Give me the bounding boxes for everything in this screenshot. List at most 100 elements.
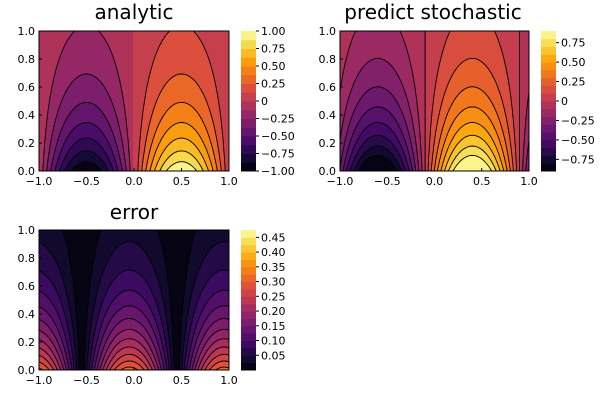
contour-cell	[167, 127, 170, 130]
contour-cell	[39, 149, 42, 152]
contour-cell	[119, 163, 122, 166]
contour-cell	[149, 43, 152, 46]
contour-cell	[57, 139, 60, 142]
contour-cell	[101, 63, 104, 66]
contour-cell	[173, 129, 176, 132]
contour-cell	[97, 55, 100, 58]
contour-cell	[53, 55, 56, 58]
contour-cell	[129, 69, 132, 72]
contour-cell	[145, 77, 148, 80]
contour-cell	[167, 93, 170, 96]
contour-cell	[173, 91, 176, 94]
contour-cell	[163, 97, 166, 100]
contour-cell	[73, 153, 76, 156]
contour-cell	[159, 37, 162, 40]
contour-cell	[181, 69, 184, 72]
contour-cell	[49, 83, 52, 86]
contour-cell	[165, 39, 168, 42]
contour-cell	[49, 107, 52, 110]
contour-cell	[167, 139, 170, 142]
contour-cell	[131, 133, 134, 136]
contour-cell	[173, 131, 176, 134]
contour-cell	[133, 85, 136, 88]
contour-cell	[147, 59, 150, 62]
contour-cell	[179, 95, 182, 98]
contour-cell	[55, 167, 58, 170]
contour-cell	[131, 95, 134, 98]
contour-cell	[89, 163, 92, 166]
contour-cell	[115, 167, 118, 170]
contour-cell	[51, 53, 54, 56]
contour-cell	[173, 39, 176, 42]
contour-cell	[163, 131, 166, 134]
contour-cell	[99, 87, 102, 90]
contour-cell	[49, 49, 52, 52]
contour-cell	[145, 57, 148, 60]
contour-cell	[85, 135, 88, 138]
contour-cell	[67, 51, 70, 54]
contour-cell	[67, 147, 70, 150]
contour-cell	[175, 35, 178, 38]
contour-cell	[127, 79, 130, 82]
contour-cell	[75, 69, 78, 72]
contour-cell	[119, 91, 122, 94]
contour-cell	[159, 79, 162, 82]
contour-cell	[49, 101, 52, 104]
contour-cell	[43, 55, 46, 58]
contour-cell	[95, 69, 98, 72]
contour-cell	[141, 143, 144, 146]
contour-cell	[133, 123, 136, 126]
contour-cell	[143, 135, 146, 138]
contour-cell	[107, 95, 110, 98]
contour-cell	[75, 55, 78, 58]
contour-cell	[123, 57, 126, 60]
contour-cell	[143, 47, 146, 50]
contour-cell	[163, 63, 166, 66]
contour-cell	[57, 47, 60, 50]
contour-cell	[173, 153, 176, 156]
contour-cell	[91, 161, 94, 164]
contour-cell	[73, 101, 76, 104]
contour-cell	[133, 93, 136, 96]
contour-cell	[71, 53, 74, 56]
contour-cell	[87, 65, 90, 68]
contour-cell	[133, 39, 136, 42]
contour-cell	[91, 41, 94, 44]
contour-cell	[151, 95, 154, 98]
contour-cell	[49, 169, 52, 171]
contour-cell	[101, 85, 104, 88]
contour-cell	[175, 33, 178, 36]
contour-cell	[75, 127, 78, 130]
contour-cell	[81, 61, 84, 64]
contour-cell	[61, 133, 64, 136]
contour-cell	[147, 135, 150, 138]
contour-cell	[77, 115, 80, 118]
contour-cell	[157, 121, 160, 124]
contour-cell	[129, 99, 132, 102]
contour-cell	[77, 101, 80, 104]
contour-cell	[87, 75, 90, 78]
contour-cell	[171, 141, 174, 144]
contour-cell	[61, 43, 64, 46]
contour-cell	[173, 99, 176, 102]
contour-cell	[39, 123, 42, 126]
contour-cell	[49, 135, 52, 138]
contour-cell	[103, 71, 106, 74]
contour-cell	[71, 41, 74, 44]
contour-cell	[151, 115, 154, 118]
contour-cell	[47, 65, 50, 68]
contour-cell	[101, 77, 104, 80]
contour-cell	[113, 71, 116, 74]
contour-cell	[125, 129, 128, 132]
contour-cell	[171, 103, 174, 106]
contour-cell	[57, 37, 60, 40]
contour-cell	[175, 149, 178, 152]
contour-cell	[97, 109, 100, 112]
contour-cell	[99, 111, 102, 114]
contour-cell	[117, 35, 120, 38]
contour-cell	[125, 37, 128, 40]
contour-cell	[107, 151, 110, 154]
contour-cell	[113, 139, 116, 142]
contour-cell	[75, 113, 78, 116]
contour-cell	[131, 111, 134, 114]
